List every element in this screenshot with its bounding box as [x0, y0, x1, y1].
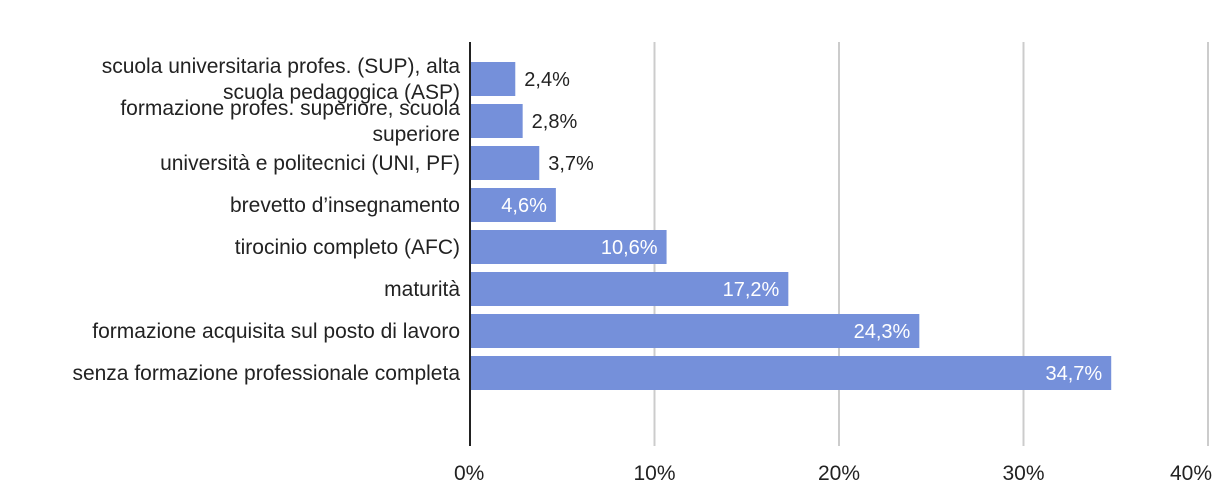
category-label: scuola universitaria profes. (SUP), alta	[102, 55, 461, 78]
data-label: 17,2%	[723, 279, 780, 301]
x-tick-label: 40%	[1170, 462, 1212, 485]
data-label: 2,4%	[524, 69, 570, 91]
bar	[471, 272, 789, 306]
category-label: tirocinio completo (AFC)	[235, 236, 460, 259]
category-label: formazione profes. superiore, scuola	[120, 97, 460, 120]
data-label: 2,8%	[532, 111, 578, 133]
x-tick-label: 10%	[633, 462, 675, 485]
category-label: università e politecnici (UNI, PF)	[160, 152, 460, 175]
data-label: 34,7%	[1045, 363, 1102, 385]
category-label: scuola pedagogica (ASP)	[223, 81, 460, 104]
category-label: brevetto d’insegnamento	[230, 194, 460, 217]
data-label: 10,6%	[601, 237, 658, 259]
bar	[471, 314, 920, 348]
data-label: 4,6%	[501, 195, 547, 217]
x-axis-tick-labels: 0% 10% 20% 30% 40%	[454, 462, 1212, 485]
category-labels: scuola universitaria profes. (SUP), alta…	[72, 55, 460, 385]
x-tick-label: 0%	[454, 462, 484, 485]
x-tick-label: 20%	[818, 462, 860, 485]
bar	[471, 230, 667, 264]
bar	[471, 356, 1112, 390]
bar	[471, 62, 516, 96]
bars	[471, 62, 1112, 390]
data-label: 3,7%	[548, 153, 594, 175]
data-label: 24,3%	[854, 321, 911, 343]
x-tick-label: 30%	[1002, 462, 1044, 485]
bar	[471, 104, 523, 138]
category-label: senza formazione professionale completa	[72, 362, 460, 385]
category-label: formazione acquisita sul posto di lavoro	[92, 320, 460, 343]
category-label: maturità	[384, 278, 460, 301]
bar	[471, 188, 556, 222]
category-label: superiore	[372, 123, 460, 146]
value-labels: 2,4% 2,8% 3,7%4,6% 10,6% 17,2% 24,3% 34,7%	[501, 69, 1102, 385]
bar	[471, 146, 540, 180]
